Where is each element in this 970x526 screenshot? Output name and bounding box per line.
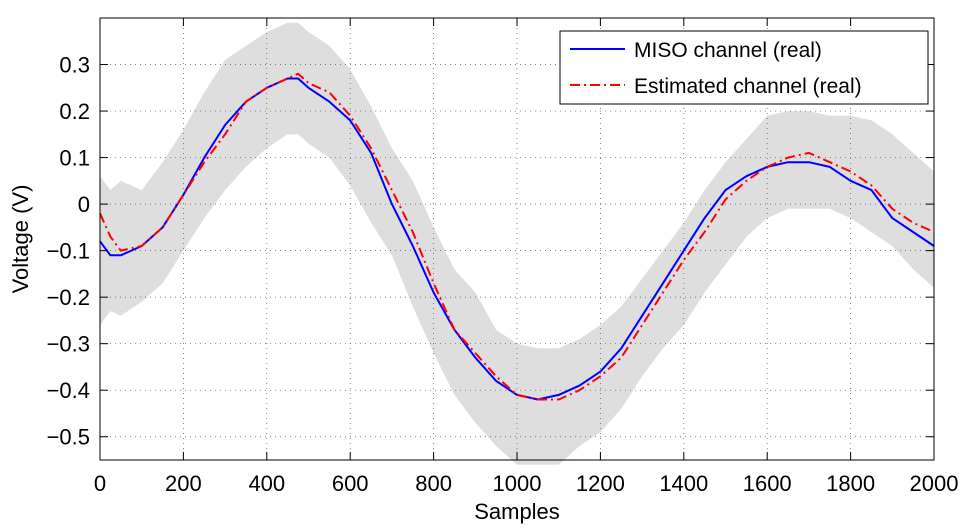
legend-box: [559, 30, 929, 105]
x-tick-label: 1000: [493, 471, 542, 496]
series-layer: [99, 72, 935, 401]
noise-band: [100, 22, 934, 465]
y-tick-label: −0.4: [47, 378, 90, 403]
y-tick-label: −0.5: [47, 425, 90, 450]
x-tick-label: 800: [415, 471, 452, 496]
x-tick-label: 400: [248, 471, 285, 496]
y-tick-label: −0.2: [47, 285, 90, 310]
y-tick-label: −0.1: [47, 239, 90, 264]
tick-layer: 0 200 400 600 800 1000 1200 1400 1600 1800 2000 0.3…: [47, 18, 959, 496]
legend-label-series-0: MISO channel (real): [634, 39, 822, 62]
x-tick-label: 600: [332, 471, 369, 496]
series-line-1: [99, 72, 935, 401]
x-tick-label: 1600: [743, 471, 792, 496]
y-tick-label: 0.1: [59, 146, 90, 171]
x-axis-label: Samples: [474, 499, 560, 524]
x-tick-label: 2000: [910, 471, 959, 496]
x-tick-label: 1200: [576, 471, 625, 496]
legend-label-series-1: Estimated channel (real): [634, 75, 862, 98]
noise-band-layer: [100, 22, 934, 465]
x-tick-label: 200: [165, 471, 202, 496]
series-line-0: [99, 77, 935, 401]
x-tick-label: 1800: [826, 471, 875, 496]
x-tick-label: 1400: [659, 471, 708, 496]
y-tick-label: 0.2: [59, 99, 90, 124]
y-tick-label: 0.3: [59, 53, 90, 78]
axis-labels: Samples Voltage (V): [8, 185, 560, 524]
y-axis-label: Voltage (V): [8, 185, 33, 294]
x-tick-label: 0: [94, 471, 106, 496]
y-tick-label: 0: [78, 192, 90, 217]
y-tick-label: −0.3: [47, 332, 90, 357]
legend: MISO channel (real) Estimated channel (r…: [559, 30, 929, 105]
